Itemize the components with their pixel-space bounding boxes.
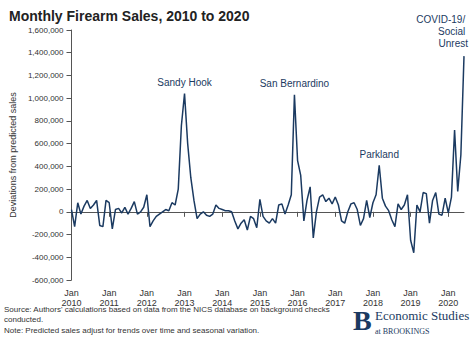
svg-text:-600,000: -600,000 <box>32 276 64 285</box>
svg-text:Jan: Jan <box>215 288 230 298</box>
svg-text:2010: 2010 <box>61 298 81 308</box>
svg-text:Social: Social <box>438 26 468 37</box>
svg-text:Jan: Jan <box>290 288 305 298</box>
svg-text:-200,000: -200,000 <box>32 230 64 239</box>
svg-text:600,000: 600,000 <box>35 139 64 148</box>
svg-text:Jan: Jan <box>328 288 343 298</box>
svg-text:Unrest: Unrest <box>439 38 469 49</box>
svg-text:Monthly Firearm Sales, 2010 to: Monthly Firearm Sales, 2010 to 2020 <box>9 8 250 24</box>
svg-text:at BROOKINGS: at BROOKINGS <box>375 327 429 336</box>
svg-text:2013: 2013 <box>175 298 195 308</box>
svg-text:0: 0 <box>59 207 64 216</box>
svg-text:Jan: Jan <box>366 288 381 298</box>
svg-text:Sandy Hook: Sandy Hook <box>157 77 212 88</box>
svg-text:COVID-19/: COVID-19/ <box>416 14 468 25</box>
svg-text:1,200,000: 1,200,000 <box>28 71 64 80</box>
svg-text:Jan: Jan <box>140 288 155 298</box>
svg-text:2012: 2012 <box>137 298 157 308</box>
svg-text:1,600,000: 1,600,000 <box>28 26 64 35</box>
svg-text:2020: 2020 <box>438 298 458 308</box>
svg-text:2019: 2019 <box>401 298 421 308</box>
svg-text:2011: 2011 <box>99 298 118 308</box>
svg-text:Deviations from predicted sale: Deviations from predicted sales <box>8 92 18 218</box>
svg-text:Jan: Jan <box>177 288 192 298</box>
svg-text:-400,000: -400,000 <box>32 253 64 262</box>
svg-text:2014: 2014 <box>212 298 232 308</box>
svg-text:2017: 2017 <box>325 298 345 308</box>
svg-text:1,400,000: 1,400,000 <box>28 48 64 57</box>
svg-text:Jan: Jan <box>403 288 418 298</box>
svg-text:Source: Authors' calculations: Source: Authors' calculations based on d… <box>4 305 332 314</box>
svg-text:2018: 2018 <box>363 298 383 308</box>
svg-text:800,000: 800,000 <box>35 116 64 125</box>
svg-text:Jan: Jan <box>64 288 79 298</box>
svg-text:San Bernardino: San Bernardino <box>260 78 330 89</box>
svg-text:Note: Predicted sales adjust f: Note: Predicted sales adjust for trends … <box>4 326 259 335</box>
svg-text:Jan: Jan <box>441 288 456 298</box>
svg-text:400,000: 400,000 <box>35 162 64 171</box>
svg-text:conducted.: conducted. <box>4 315 43 324</box>
svg-text:200,000: 200,000 <box>35 185 64 194</box>
svg-text:Economic Studies: Economic Studies <box>375 308 469 323</box>
svg-text:B: B <box>353 305 372 336</box>
svg-text:2015: 2015 <box>250 298 270 308</box>
svg-text:2016: 2016 <box>288 298 308 308</box>
svg-text:1,000,000: 1,000,000 <box>28 94 64 103</box>
svg-text:Jan: Jan <box>253 288 268 298</box>
svg-text:Parkland: Parkland <box>359 149 398 160</box>
svg-text:Jan: Jan <box>102 288 117 298</box>
